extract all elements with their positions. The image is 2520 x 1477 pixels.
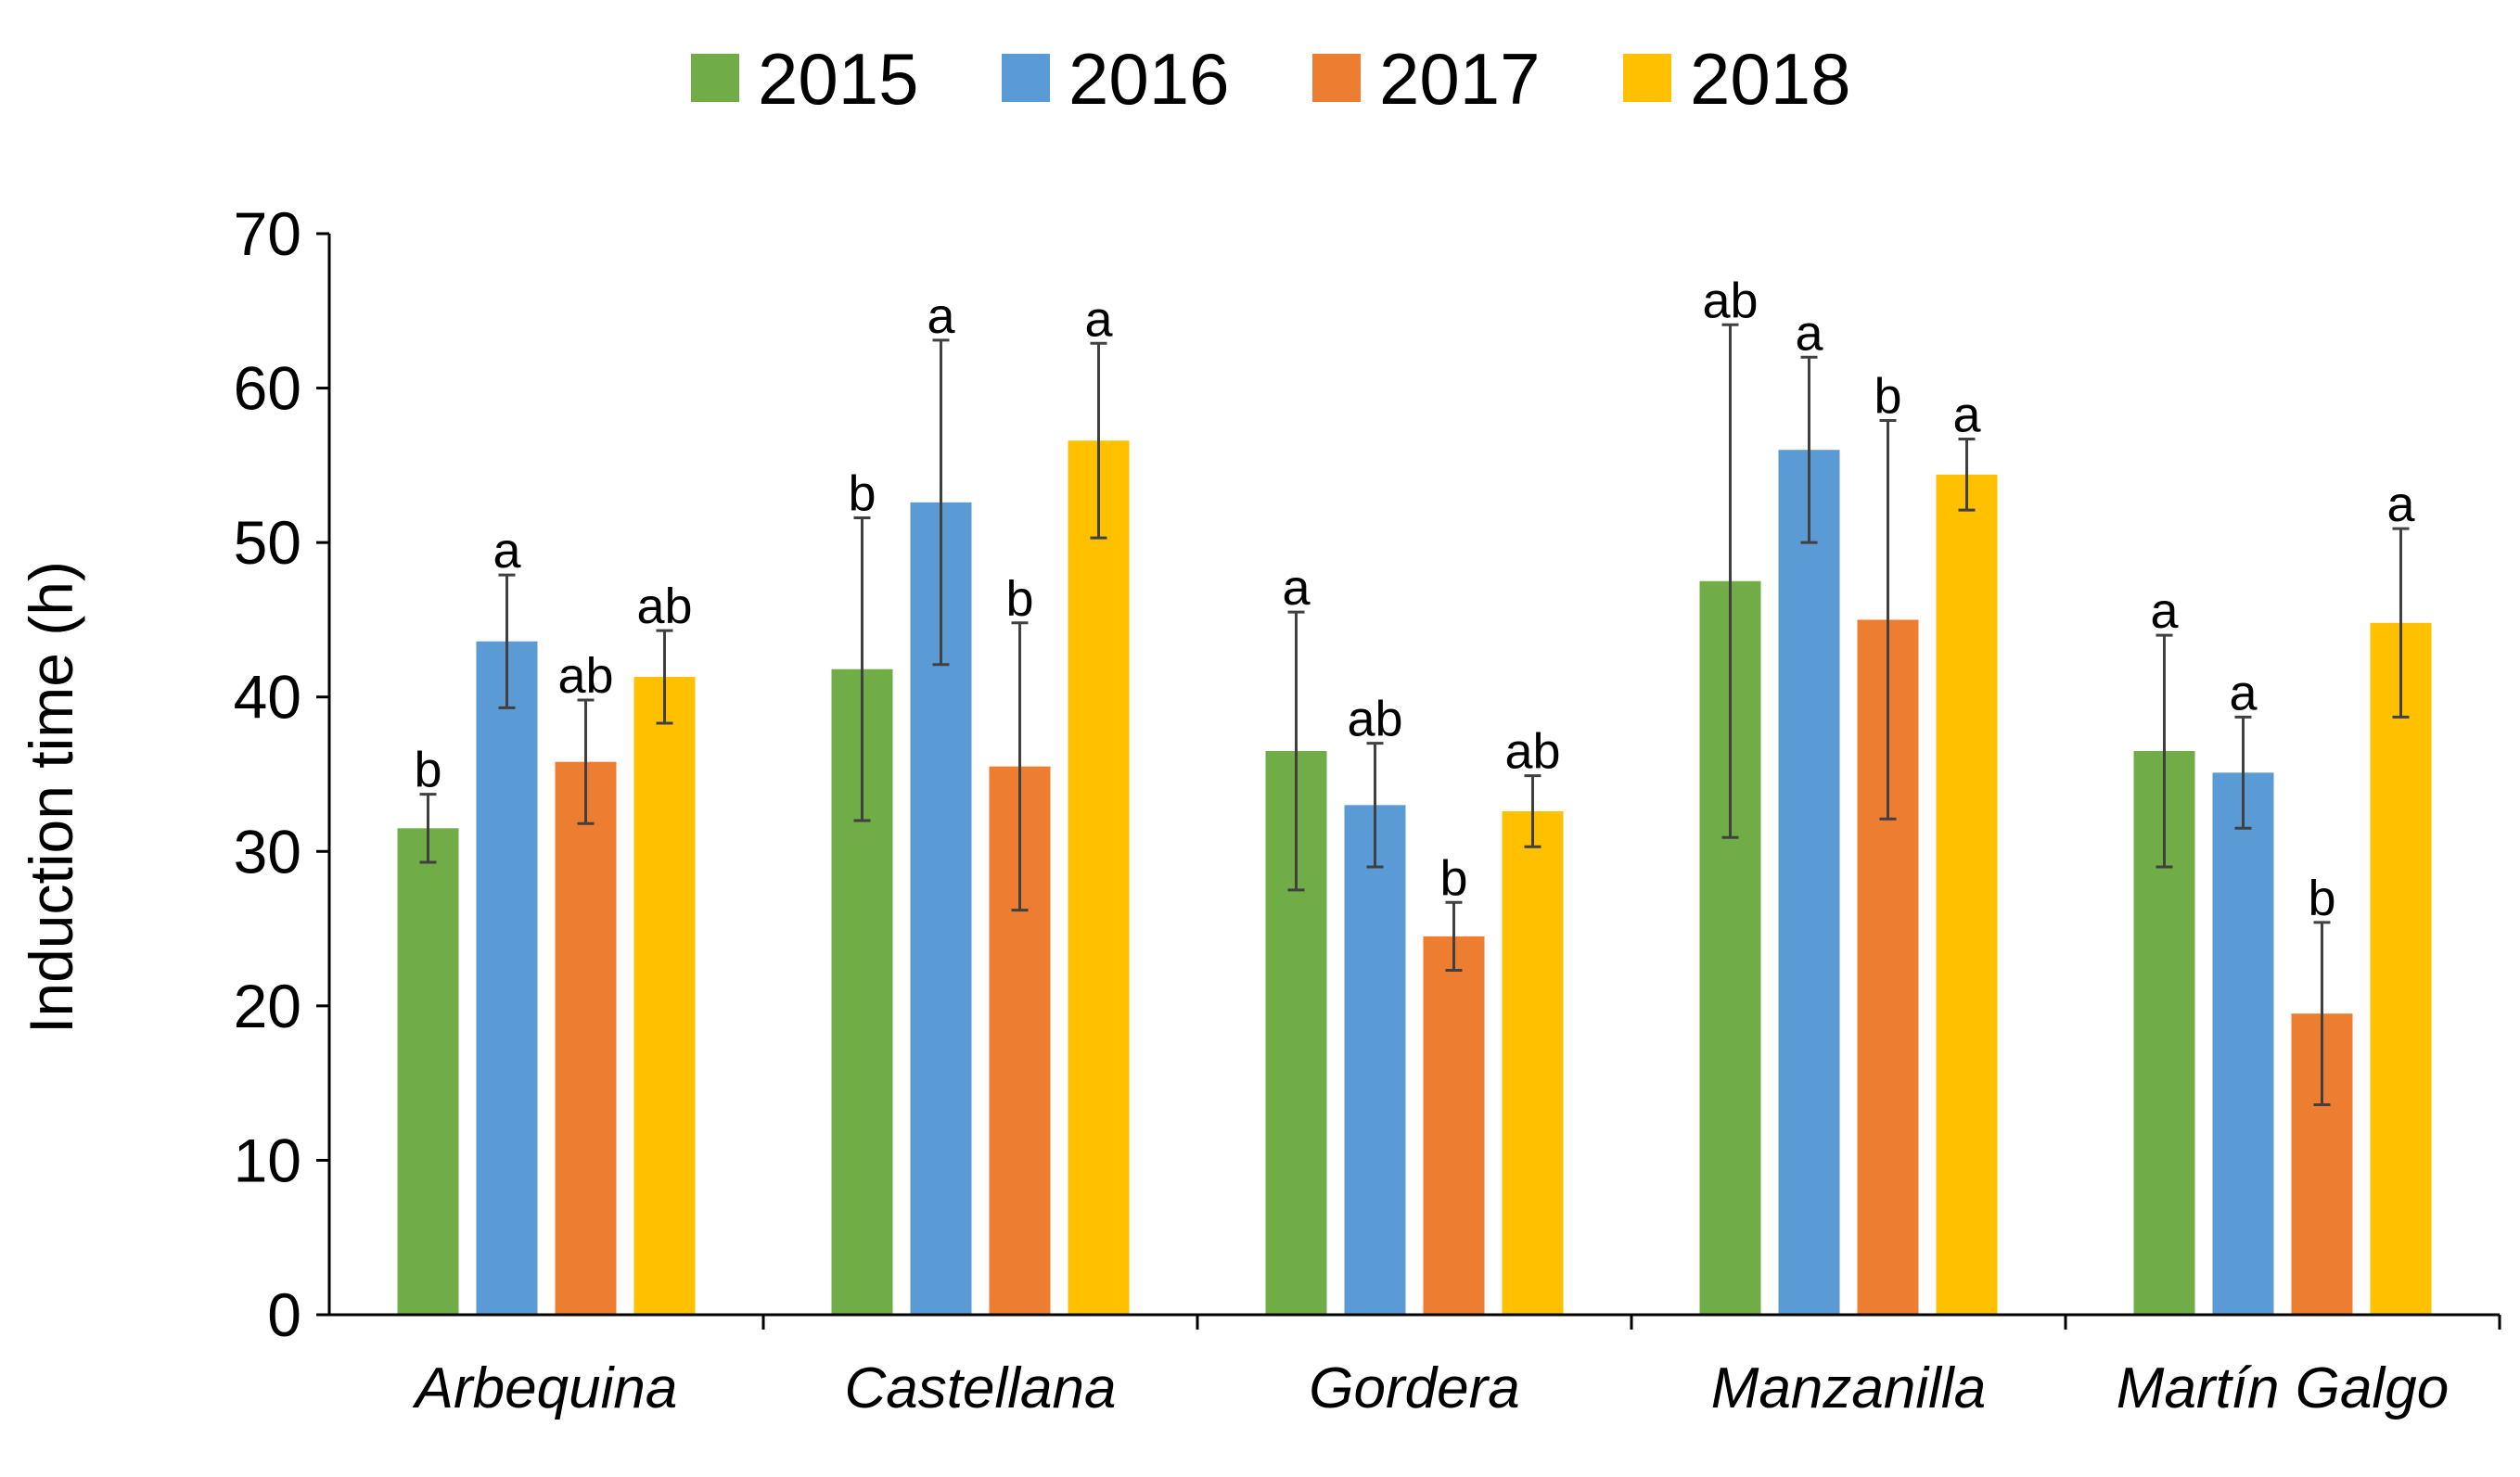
- bar: [555, 761, 617, 1315]
- legend-swatch: [1002, 54, 1050, 102]
- significance-letter: a: [1282, 560, 1311, 616]
- bar: [1502, 810, 1564, 1315]
- y-tick-label: 30: [234, 817, 301, 885]
- significance-letter: b: [2308, 871, 2335, 926]
- axes: [327, 234, 2500, 1317]
- y-tick-label: 50: [234, 508, 301, 577]
- significance-letter: ab: [1504, 724, 1560, 780]
- significance-letter: b: [1439, 850, 1467, 906]
- legend-swatch: [691, 54, 739, 102]
- legend-label: 2016: [1068, 38, 1230, 120]
- significance-letter: ab: [557, 648, 613, 704]
- legend-swatch: [1623, 54, 1671, 102]
- bar: [1423, 936, 1485, 1315]
- x-tick-label: Arbequina: [412, 1356, 678, 1420]
- significance-letter: b: [1005, 571, 1033, 627]
- y-tick-label: 40: [234, 663, 301, 732]
- legend: 2015 2016 2017 2018: [691, 38, 1851, 120]
- significance-letter: a: [1952, 388, 1981, 443]
- significance-letter: a: [2386, 477, 2415, 532]
- significance-letter: b: [414, 743, 441, 798]
- bar: [476, 641, 538, 1315]
- significance-letter: ab: [1347, 692, 1402, 747]
- bar: [2370, 622, 2432, 1315]
- bar: [1936, 474, 1998, 1315]
- y-tick-label: 20: [234, 972, 301, 1040]
- legend-label: 2015: [758, 38, 919, 120]
- bars: [397, 440, 2432, 1316]
- bar: [1344, 805, 1406, 1315]
- significance-letter: ab: [636, 579, 692, 634]
- legend-label: 2017: [1379, 38, 1541, 120]
- y-tick-label: 0: [267, 1280, 301, 1349]
- x-tick-label: Castellana: [845, 1356, 1117, 1420]
- significance-letter: a: [2229, 665, 2258, 720]
- y-tick-label: 70: [234, 199, 301, 268]
- x-tick-label: Martín Galgo: [2117, 1356, 2449, 1420]
- x-ticks: Arbequina Castellana Gordera Manzanilla Mart…: [412, 1315, 2501, 1420]
- bar: [1068, 440, 1130, 1316]
- bar: [2212, 772, 2274, 1315]
- significance-letter: b: [848, 465, 876, 521]
- significance-letter: a: [1795, 305, 1823, 361]
- y-axis-title: Induction time (h): [17, 561, 85, 1034]
- x-tick-label: Manzanilla: [1711, 1356, 1986, 1420]
- bar: [633, 677, 696, 1315]
- y-tick-label: 10: [234, 1126, 301, 1194]
- legend-swatch: [1312, 54, 1361, 102]
- y-ticks: 0 10 20 30 40 50 60 70: [234, 199, 329, 1349]
- legend-label: 2018: [1690, 38, 1851, 120]
- x-tick-label: Gordera: [1309, 1356, 1519, 1420]
- significance-letter: a: [1084, 291, 1113, 347]
- y-tick-label: 60: [234, 354, 301, 423]
- significance-letter: ab: [1702, 273, 1758, 328]
- error-bars: [419, 323, 2410, 1106]
- significance-letter: b: [1874, 369, 1901, 425]
- significance-letter: a: [927, 288, 955, 344]
- bar: [1778, 450, 1840, 1315]
- significance-letter: a: [2150, 583, 2179, 639]
- bar: [397, 828, 459, 1315]
- significance-letter: a: [492, 523, 521, 579]
